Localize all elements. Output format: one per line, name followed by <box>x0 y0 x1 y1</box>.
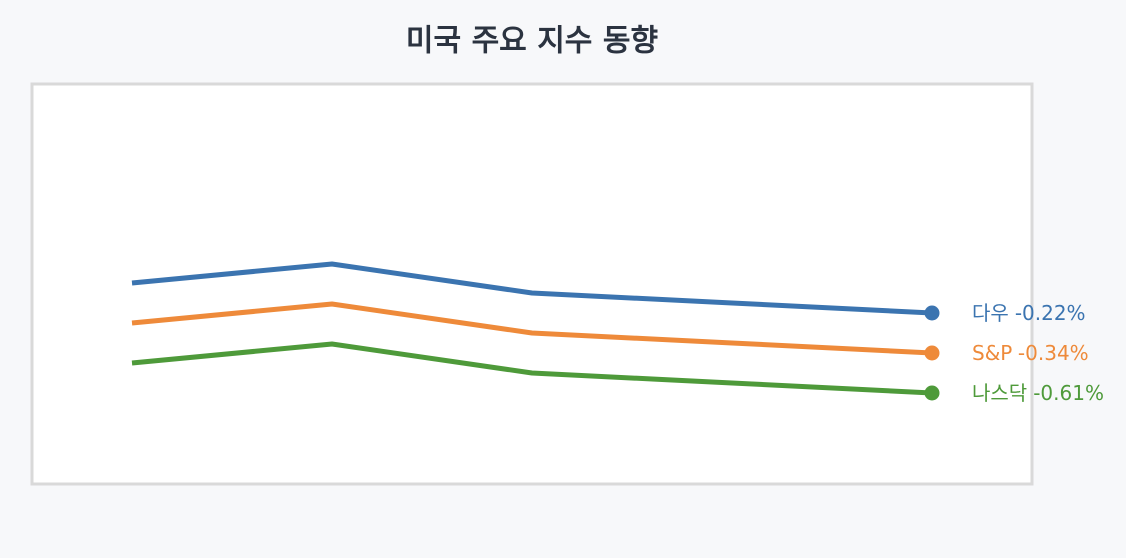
series-line <box>131 341 933 396</box>
series-name: 나스닥 <box>972 381 1027 405</box>
end-point <box>924 385 940 401</box>
change-label: -0.34% <box>1018 341 1089 365</box>
series-name: S&P <box>972 341 1012 365</box>
end-label: 나스닥 -0.61% <box>972 381 1104 405</box>
end-label: 다우 -0.22% <box>972 301 1086 325</box>
end-label: S&P -0.34% <box>972 341 1089 365</box>
plot-frame <box>30 82 1034 486</box>
series-line <box>131 261 933 316</box>
end-point <box>924 305 940 321</box>
series-line <box>131 301 933 356</box>
series-name: 다우 <box>972 301 1009 325</box>
change-label: -0.61% <box>1033 381 1104 405</box>
chart-title: 미국 주요 지수 동향 <box>406 24 658 59</box>
end-point <box>924 345 940 361</box>
change-label: -0.22% <box>1015 301 1086 325</box>
